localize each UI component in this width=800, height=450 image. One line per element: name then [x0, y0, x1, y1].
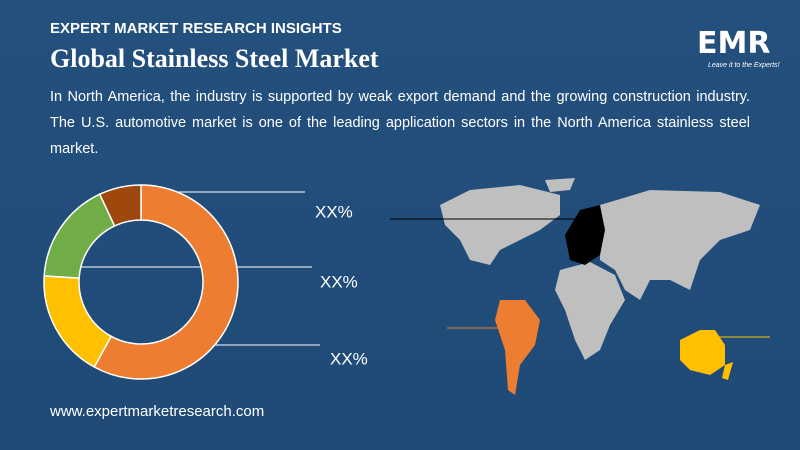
- description: In North America, the industry is suppor…: [50, 89, 750, 157]
- logo: EMR: [697, 26, 771, 61]
- kicker: EXPERT MARKET RESEARCH INSIGHTS: [50, 20, 342, 37]
- title: Global Stainless Steel Market: [50, 44, 379, 73]
- logo-tagline: Leave it to the Experts!: [708, 62, 780, 69]
- segment-label: XX%: [315, 202, 353, 221]
- donut-segment: [43, 275, 113, 369]
- donut-segment: [98, 184, 142, 227]
- segment-label: XX%: [330, 349, 368, 368]
- segment-label: XX%: [320, 272, 358, 291]
- footer-url: www.expertmarketresearch.com: [50, 403, 265, 420]
- donut-segment: [43, 193, 116, 279]
- donut-segment: [93, 184, 239, 380]
- world-map: [390, 178, 770, 395]
